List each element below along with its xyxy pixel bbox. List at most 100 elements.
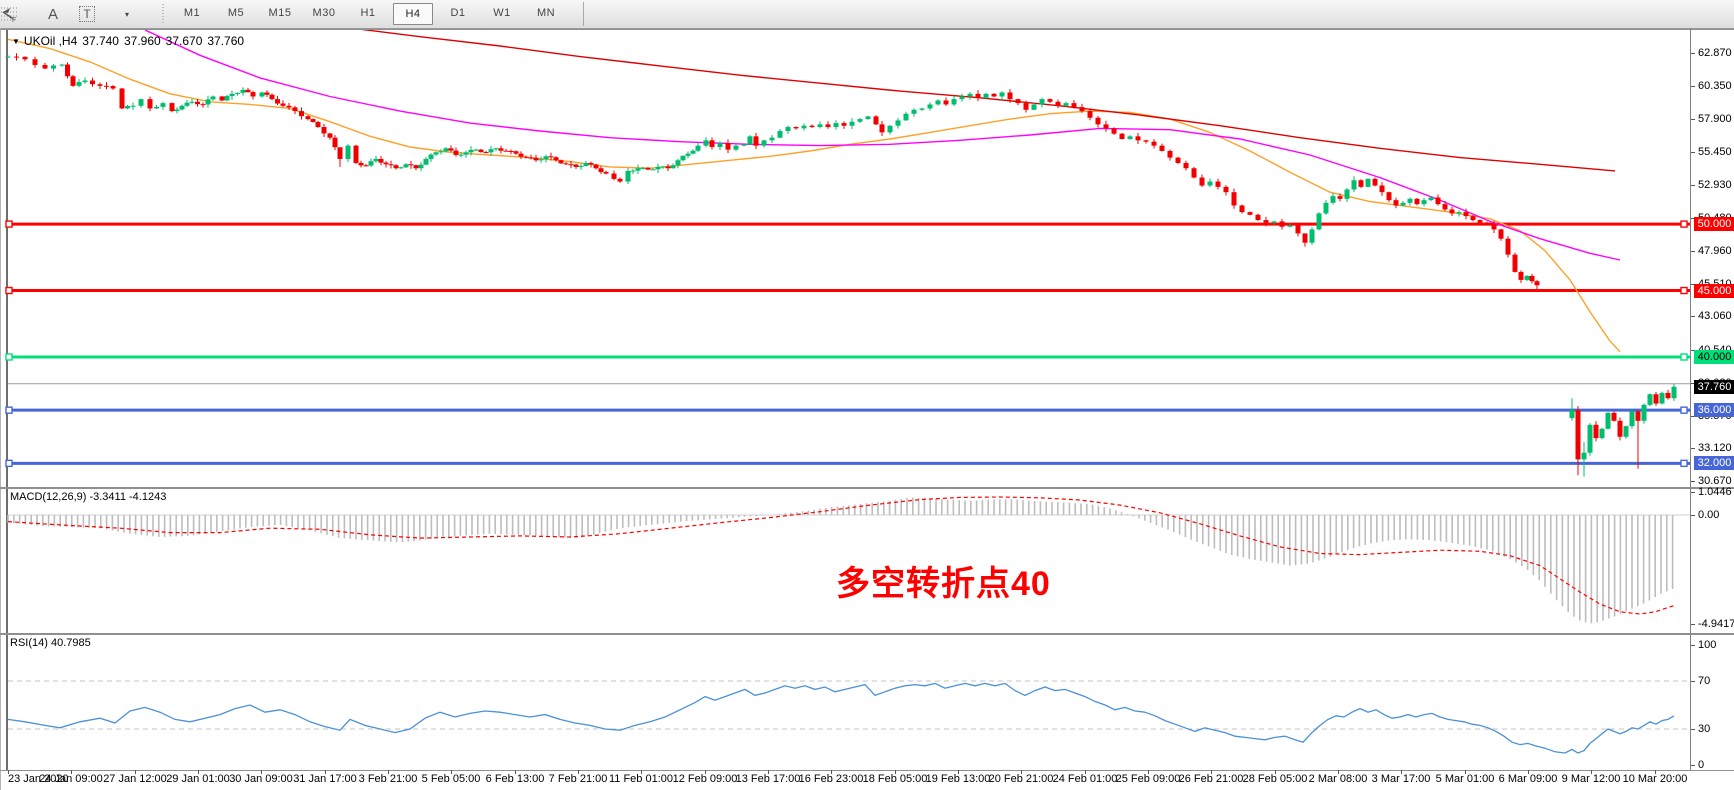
timeframe-button-m30[interactable]: M30 xyxy=(312,7,336,19)
timeframe-button-mn[interactable]: MN xyxy=(536,7,556,19)
level-anchor[interactable] xyxy=(1680,353,1688,361)
time-tick xyxy=(71,770,72,774)
candle-body xyxy=(1581,452,1587,460)
candle-body xyxy=(264,92,270,95)
candle-body xyxy=(603,171,609,174)
level-anchor[interactable] xyxy=(5,459,13,468)
candle-body xyxy=(583,162,589,166)
candle-body xyxy=(65,64,70,77)
candle-body xyxy=(578,165,584,167)
candle-body xyxy=(97,84,103,86)
text-label-icon[interactable]: A xyxy=(47,5,58,23)
candle-body xyxy=(625,170,631,182)
candle-body xyxy=(1593,424,1599,439)
candle-body xyxy=(630,170,636,172)
time-tick-label: 5 Feb 05:00 xyxy=(421,773,481,785)
rsi-panel-canvas[interactable] xyxy=(0,635,1690,768)
toolbar: F A T ▾ M1 M5 M15 M30 H1 H4 D1 W1 MN xyxy=(0,0,1734,29)
candle-body xyxy=(1442,204,1448,210)
candle-body xyxy=(588,162,594,165)
candle-body xyxy=(315,121,321,128)
level-anchor[interactable] xyxy=(5,220,13,228)
level-price-marker[interactable]: 40.000 xyxy=(1694,350,1734,364)
timeframe-button-w1[interactable]: W1 xyxy=(493,7,511,19)
candle-body xyxy=(433,152,439,155)
candle-body xyxy=(747,136,753,145)
candle-body xyxy=(483,152,489,154)
chart-collapse-arrow[interactable]: ▼ xyxy=(12,37,20,46)
arrows-dropdown-caret[interactable]: ▾ xyxy=(124,9,129,19)
level-anchor[interactable] xyxy=(5,286,13,295)
candle-body xyxy=(70,76,76,86)
time-tick xyxy=(8,770,9,774)
macd-panel-canvas[interactable] xyxy=(0,489,1690,633)
arrow-objects-icon[interactable]: ▾ xyxy=(2,3,146,25)
time-tick xyxy=(768,770,769,774)
candle-body xyxy=(478,149,484,153)
candle-body xyxy=(250,92,256,97)
rsi-panel-separator[interactable] xyxy=(0,633,1734,635)
level-anchor[interactable] xyxy=(1680,220,1688,228)
candle-body xyxy=(1344,189,1350,199)
candle-body xyxy=(983,93,989,98)
time-tick-label: 23 Jan 2020 xyxy=(8,773,69,785)
level-anchor[interactable] xyxy=(5,353,13,361)
candle-body xyxy=(245,89,251,93)
time-tick-label: 9 Mar 12:00 xyxy=(1561,773,1621,785)
candle-body xyxy=(1599,428,1605,439)
candle-body xyxy=(528,157,534,159)
price-axis[interactable]: 62.87060.35057.90055.45052.93050.48047.9… xyxy=(1690,28,1734,771)
time-tick-label: 29 Jan 01:00 xyxy=(166,773,230,785)
candle-body xyxy=(717,142,723,147)
candle-body xyxy=(650,169,656,171)
level-anchor[interactable] xyxy=(1680,459,1688,468)
candle-body xyxy=(887,125,893,133)
level-price-marker[interactable]: 36.000 xyxy=(1694,403,1734,418)
level-price-marker[interactable]: 45.000 xyxy=(1694,283,1734,298)
main-chart-canvas[interactable] xyxy=(0,30,1690,487)
timeframe-button-m15[interactable]: M15 xyxy=(268,7,292,19)
level-price-marker[interactable]: 50.000 xyxy=(1694,217,1734,232)
timeframe-button-m5[interactable]: M5 xyxy=(227,7,245,19)
time-tick-label: 25 Feb 09:00 xyxy=(1115,773,1181,785)
candle-body xyxy=(1518,271,1524,280)
candle-body xyxy=(725,142,731,150)
chart-title: ▼ UKOil ,H4 37.740 37.960 37.670 37.760 xyxy=(12,34,249,48)
timeframe-button-h1[interactable]: H1 xyxy=(360,7,376,19)
candle-body xyxy=(1247,212,1253,215)
timeframe-button-d1[interactable]: D1 xyxy=(450,7,466,19)
candle-body xyxy=(1372,178,1378,186)
timeframe-button-h4[interactable]: H4 xyxy=(393,3,433,25)
time-tick xyxy=(1655,770,1656,774)
rsi-tick-label: 100 xyxy=(1698,639,1717,651)
candle-body xyxy=(975,93,981,98)
macd-panel-separator[interactable] xyxy=(0,487,1734,489)
candle-body xyxy=(358,162,364,166)
text-box-icon[interactable]: T xyxy=(72,3,102,25)
candle-body xyxy=(299,111,304,117)
level-price-marker[interactable]: 32.000 xyxy=(1694,456,1734,471)
time-tick xyxy=(1085,770,1086,774)
level-anchor[interactable] xyxy=(5,406,13,414)
candle-body xyxy=(959,96,965,100)
candle-body xyxy=(660,166,666,168)
timeframe-button-m1[interactable]: M1 xyxy=(183,7,201,19)
level-anchor[interactable] xyxy=(1680,406,1688,414)
level-anchor[interactable] xyxy=(1680,286,1688,295)
toolbar-drag-handle[interactable] xyxy=(160,4,167,24)
candle-body xyxy=(1407,198,1413,203)
time-tick-label: 16 Feb 23:00 xyxy=(798,773,864,785)
candle-body xyxy=(1569,410,1575,419)
time-tick xyxy=(1591,770,1592,774)
candle-body xyxy=(275,99,280,104)
candle-body xyxy=(1623,426,1629,437)
candle-body xyxy=(59,64,65,66)
trade-note-text[interactable]: 多空转折点40 xyxy=(836,565,1051,603)
candle-body xyxy=(119,88,125,109)
candle-body xyxy=(1647,394,1653,405)
rsi-tick-label: 0 xyxy=(1698,759,1705,771)
time-tick-label: 18 Feb 05:00 xyxy=(862,773,928,785)
candle-body xyxy=(1087,111,1093,118)
candle-body xyxy=(32,59,38,65)
candle-body xyxy=(967,93,973,97)
